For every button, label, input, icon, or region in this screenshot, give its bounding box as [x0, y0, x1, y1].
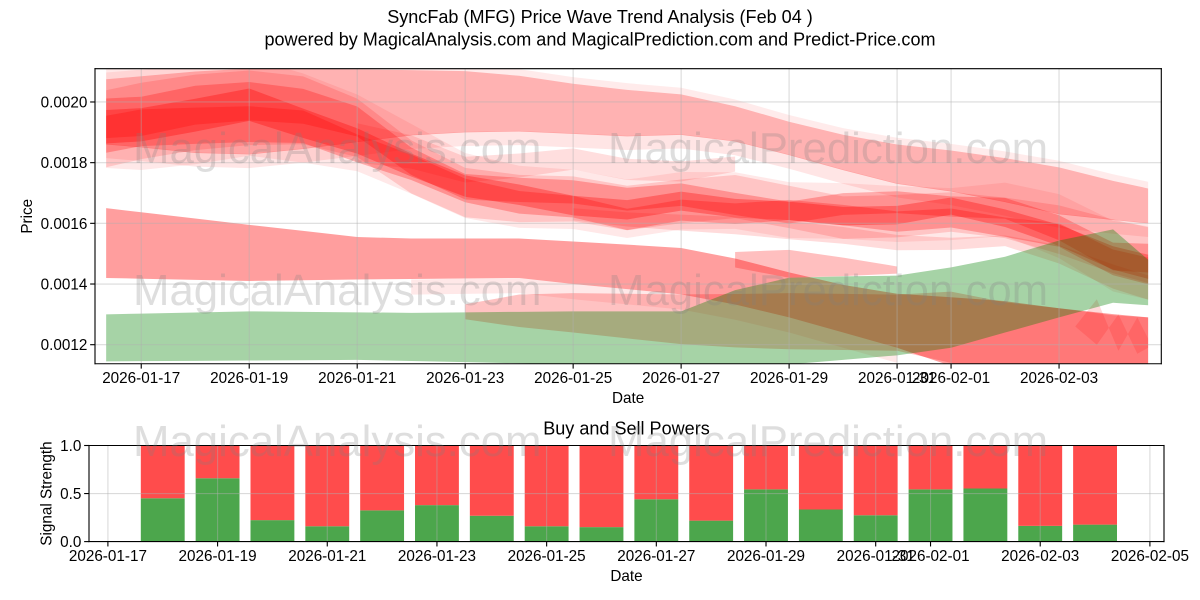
- svg-text:2026-01-25: 2026-01-25: [508, 548, 586, 565]
- svg-text:MagicalPrediction.com: MagicalPrediction.com: [608, 417, 1048, 466]
- svg-text:2026-01-27: 2026-01-27: [642, 370, 720, 387]
- svg-text:0.0016: 0.0016: [41, 216, 88, 233]
- svg-text:2026-01-29: 2026-01-29: [727, 548, 805, 565]
- svg-text:2026-01-31: 2026-01-31: [837, 548, 915, 565]
- svg-text:2026-01-19: 2026-01-19: [210, 370, 288, 387]
- svg-text:2026-02-05: 2026-02-05: [1111, 548, 1189, 565]
- svg-text:2026-01-17: 2026-01-17: [69, 548, 147, 565]
- svg-text:MagicalAnalysis.com: MagicalAnalysis.com: [133, 417, 541, 466]
- svg-text:MagicalPrediction.com: MagicalPrediction.com: [608, 124, 1048, 173]
- svg-text:2026-02-03: 2026-02-03: [1020, 370, 1098, 387]
- svg-text:1.0: 1.0: [60, 438, 81, 455]
- svg-text:2026-02-01: 2026-02-01: [891, 548, 969, 565]
- svg-text:Date: Date: [610, 568, 642, 585]
- svg-text:Buy and Sell Powers: Buy and Sell Powers: [543, 418, 710, 438]
- svg-text:2026-01-23: 2026-01-23: [426, 370, 504, 387]
- svg-text:MagicalAnalysis.com: MagicalAnalysis.com: [133, 266, 541, 315]
- svg-text:2026-01-25: 2026-01-25: [534, 370, 612, 387]
- svg-text:0.5: 0.5: [60, 486, 81, 503]
- svg-text:0.0012: 0.0012: [41, 337, 88, 354]
- svg-text:0.0: 0.0: [60, 534, 81, 551]
- svg-text:0.0020: 0.0020: [41, 95, 88, 112]
- svg-text:2026-01-21: 2026-01-21: [288, 548, 366, 565]
- svg-text:0.0018: 0.0018: [41, 155, 88, 172]
- svg-text:2026-01-23: 2026-01-23: [398, 548, 476, 565]
- svg-text:2026-01-21: 2026-01-21: [318, 370, 396, 387]
- svg-text:2026-01-19: 2026-01-19: [179, 548, 257, 565]
- svg-text:2026-01-17: 2026-01-17: [102, 370, 180, 387]
- svg-text:2026-02-01: 2026-02-01: [912, 370, 990, 387]
- svg-text:Price: Price: [19, 199, 36, 234]
- svg-text:SyncFab (MFG) Price Wave Trend: SyncFab (MFG) Price Wave Trend Analysis …: [387, 7, 813, 27]
- svg-text:MagicalAnalysis.com: MagicalAnalysis.com: [133, 124, 541, 173]
- svg-text:2026-01-27: 2026-01-27: [617, 548, 695, 565]
- svg-text:powered by MagicalAnalysis.com: powered by MagicalAnalysis.com and Magic…: [264, 29, 935, 49]
- svg-text:2026-02-03: 2026-02-03: [1001, 548, 1079, 565]
- svg-text:Signal Strength: Signal Strength: [38, 441, 55, 545]
- svg-text:Date: Date: [612, 390, 644, 407]
- svg-text:2026-01-29: 2026-01-29: [750, 370, 828, 387]
- svg-text:MagicalPrediction.com: MagicalPrediction.com: [608, 266, 1048, 315]
- svg-text:2026-01-31: 2026-01-31: [858, 370, 936, 387]
- svg-text:0.0014: 0.0014: [41, 277, 88, 294]
